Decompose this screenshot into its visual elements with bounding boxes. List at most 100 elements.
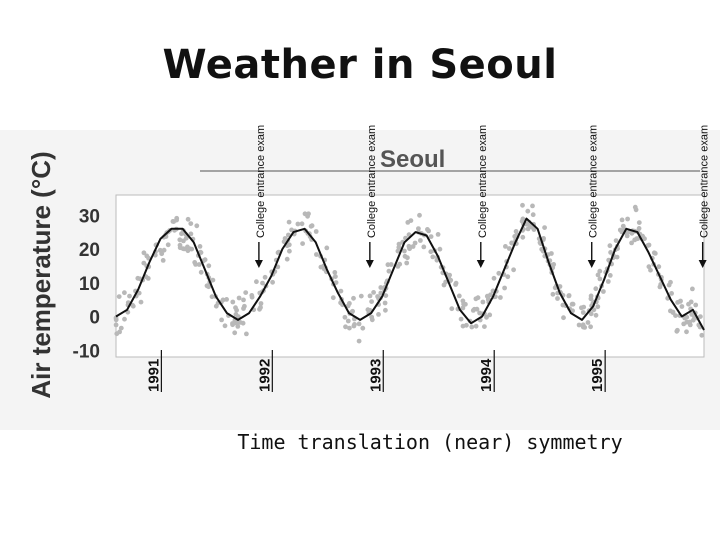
observation-point (561, 315, 566, 321)
observation-point (597, 268, 603, 274)
observation-point (632, 204, 638, 210)
observation-point (576, 322, 582, 328)
observation-point (338, 288, 344, 294)
observation-point (270, 279, 275, 285)
chart-title: Seoul (380, 146, 445, 173)
observation-point (684, 314, 690, 320)
year-marker-label: 1991 (145, 359, 162, 392)
observation-point (620, 223, 626, 229)
observation-point (189, 246, 195, 252)
observation-point (314, 252, 319, 257)
observation-point (472, 306, 477, 312)
observation-point (179, 231, 184, 237)
observation-point (656, 264, 662, 270)
observation-point (287, 248, 292, 254)
observation-point (502, 285, 507, 291)
observation-point (198, 269, 204, 275)
observation-point (585, 320, 591, 325)
observation-point (165, 242, 171, 248)
observation-point (520, 234, 526, 240)
observation-point (122, 316, 127, 322)
observation-point (608, 250, 613, 255)
observation-point (118, 325, 124, 331)
annotation-arrowhead (254, 260, 263, 268)
observation-point (636, 226, 642, 231)
observation-point (635, 236, 640, 242)
observation-point (185, 216, 191, 222)
series-lines (115, 217, 705, 331)
year-marker-label: 1992 (256, 359, 273, 392)
observation-point (219, 317, 225, 323)
observation-point (593, 312, 599, 318)
observation-point (333, 274, 338, 279)
observation-point (116, 294, 122, 299)
observation-point (428, 249, 434, 255)
observation-point (480, 299, 486, 305)
observation-point (286, 219, 292, 225)
observation-point (463, 301, 468, 307)
y-tick-label: 0 (89, 308, 100, 329)
temperature-series-line (115, 217, 705, 331)
y-tick-label: 20 (79, 240, 100, 261)
observation-point (192, 260, 198, 265)
observation-point (679, 304, 685, 309)
observation-point (418, 238, 423, 243)
observation-point (646, 264, 652, 270)
caption: Time translation (near) symmetry (237, 430, 623, 454)
observation-point (402, 248, 407, 254)
chart-title-backdrop (380, 145, 436, 171)
observation-point (617, 227, 623, 233)
observation-point (597, 276, 603, 282)
observation-point (196, 262, 202, 267)
observation-point (249, 294, 255, 300)
observation-point (410, 244, 416, 249)
observation-point (230, 299, 236, 305)
observation-point (305, 213, 310, 219)
observation-point (396, 241, 402, 247)
observation-point (122, 290, 127, 296)
observation-point (332, 270, 338, 275)
observation-point (240, 320, 246, 326)
observation-point (569, 301, 575, 307)
observation-point (206, 284, 212, 290)
observation-point (458, 316, 464, 322)
observation-point (441, 282, 447, 288)
observation-point (629, 240, 634, 246)
observation-point (506, 246, 512, 251)
observation-point (595, 272, 601, 278)
observation-point (581, 304, 587, 310)
observation-point (645, 243, 651, 248)
observation-point (588, 311, 594, 317)
observation-point (313, 229, 319, 234)
observation-point (235, 324, 241, 329)
annotation-arrowhead (698, 260, 707, 268)
observation-point (496, 270, 502, 276)
observation-point (460, 323, 466, 329)
observation-point (330, 295, 336, 301)
observation-point (693, 302, 699, 308)
observation-point (378, 290, 384, 296)
observation-point (130, 303, 136, 309)
observation-point (690, 286, 695, 292)
annotation-label: College entrance exam (588, 125, 600, 238)
observation-point (689, 312, 695, 317)
observation-point (397, 261, 403, 267)
annotation-label: College entrance exam (477, 125, 489, 238)
annotations: College entrance exam College entrance ex… (255, 125, 711, 268)
annotation-arrowhead (365, 260, 374, 268)
y-axis-label: Air temperature (°C) (26, 151, 56, 398)
slide-title: Weather in Seoul (162, 42, 558, 88)
observation-point (141, 250, 147, 256)
observation-point (117, 329, 122, 335)
annotation-label: College entrance exam (699, 125, 711, 238)
observation-point (378, 285, 384, 290)
observation-point (324, 245, 330, 251)
observation-point (233, 312, 239, 317)
observation-point (487, 312, 493, 318)
observation-point (244, 331, 249, 337)
observation-point (595, 304, 601, 310)
observation-point (382, 300, 388, 306)
observation-point (408, 218, 414, 224)
y-tick-label: 10 (79, 274, 100, 295)
observation-point (236, 295, 242, 301)
